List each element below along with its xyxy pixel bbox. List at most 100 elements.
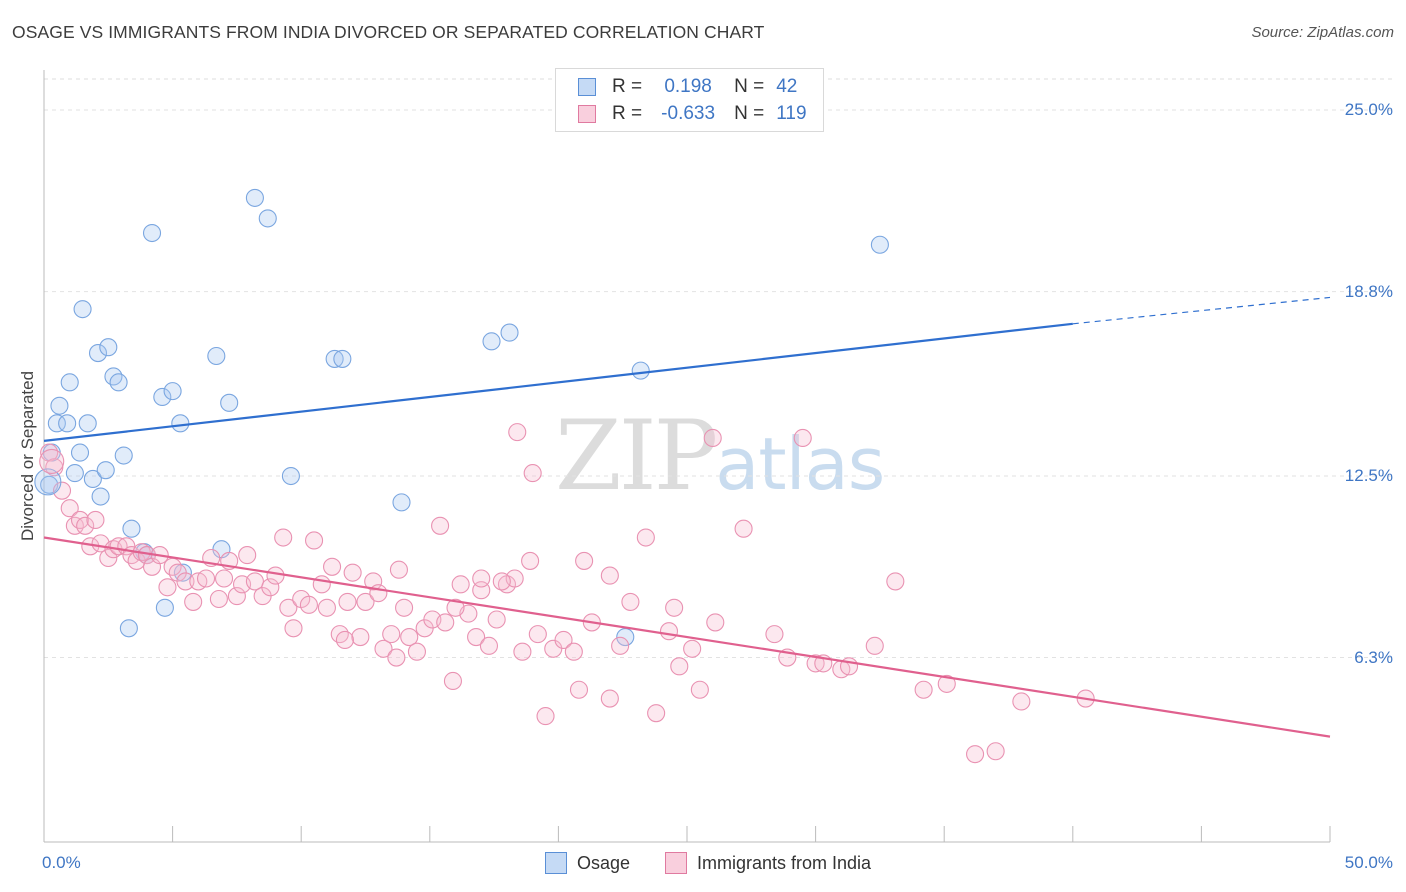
india-point [99, 548, 118, 568]
osage-point [60, 373, 79, 392]
x-tick-label-min: 0.0% [42, 853, 81, 872]
chart-title: OSAGE VS IMMIGRANTS FROM INDIA DIVORCED … [12, 22, 765, 42]
legend-swatch-india [578, 105, 596, 123]
india-point [690, 680, 709, 699]
india-point [446, 598, 465, 617]
osage-point [220, 393, 239, 412]
india-point [683, 639, 702, 658]
india-point [52, 481, 72, 500]
legend-row-osage: R = 0.198 N = 42 [578, 75, 797, 99]
osage-point [109, 373, 128, 392]
india-point [261, 578, 280, 597]
india-point [76, 516, 95, 535]
osage-point [333, 349, 352, 368]
osage-point [70, 443, 90, 462]
osage-point [325, 349, 344, 368]
india-point [274, 528, 293, 547]
osage-point [258, 209, 277, 228]
india-point [299, 595, 318, 614]
osage-point [207, 346, 226, 366]
osage-point [245, 188, 264, 207]
india-point [343, 563, 362, 582]
india-point [158, 578, 177, 597]
india-point [245, 572, 264, 591]
bottom-legend-label-osage: Osage [577, 852, 631, 873]
india-point [387, 648, 406, 667]
india-point [528, 625, 547, 644]
india-point [914, 680, 933, 699]
india-point [611, 636, 630, 655]
india-point [621, 592, 640, 611]
y-tick-label: 12.5% [1344, 466, 1393, 486]
india-point [196, 569, 216, 588]
osage-point [500, 323, 519, 342]
india-point [665, 598, 684, 617]
india-point [400, 628, 419, 647]
legend-n-value-osage: 42 [776, 76, 798, 97]
osage-point [171, 414, 190, 433]
india-point [407, 642, 426, 661]
india-point [472, 569, 491, 588]
watermark-atlas: atlas [715, 422, 885, 506]
india-point [317, 598, 336, 617]
india-point [443, 671, 462, 691]
osage-point [114, 446, 133, 465]
osage-point [122, 519, 141, 538]
bottom-legend-label-india: Immigrants from India [697, 852, 872, 873]
bottom-legend-swatch-osage [545, 852, 567, 874]
y-tick-label: 25.0% [1344, 100, 1393, 120]
india-point [266, 566, 285, 585]
bottom-legend-india: Immigrants from India [665, 852, 871, 874]
india-point [647, 704, 666, 723]
bottom-legend-swatch-india [665, 852, 687, 874]
osage-point [47, 414, 66, 433]
india-point [214, 569, 234, 588]
india-point [734, 519, 753, 538]
osage-point [96, 461, 115, 480]
india-point [238, 546, 257, 565]
osage-point [870, 235, 889, 254]
india-point [86, 510, 105, 529]
india-point [369, 584, 388, 603]
correlation-legend: R = 0.198 N = 42 R = -0.633 N = 119 [555, 68, 824, 132]
india-point [487, 610, 506, 629]
india-point [513, 642, 532, 661]
osage-point [83, 469, 102, 489]
india-point [184, 592, 203, 611]
india-point [312, 575, 331, 594]
india-point [564, 642, 583, 661]
source-label: Source: ZipAtlas.com [1251, 24, 1394, 41]
osage-point [99, 338, 118, 357]
india-point [937, 674, 956, 693]
india-point [279, 598, 298, 617]
osage-point [392, 493, 411, 512]
osage-point [73, 300, 92, 319]
india-point [284, 619, 303, 638]
india-point [65, 516, 84, 535]
india-point [176, 572, 195, 591]
india-point [706, 613, 725, 632]
india-point [70, 510, 90, 529]
india-point [765, 625, 784, 644]
india-point [508, 423, 527, 442]
india-point [575, 551, 594, 570]
osage-point [482, 332, 501, 351]
india-point [636, 528, 655, 547]
watermark-zip: ZIP [555, 400, 718, 512]
india-point [451, 575, 470, 594]
india-point [1012, 692, 1031, 711]
legend-row-india: R = -0.633 N = 119 [578, 102, 807, 126]
india-point [382, 625, 401, 644]
india-point [323, 557, 342, 576]
india-point [806, 654, 825, 673]
y-tick-label: 18.8% [1344, 281, 1393, 301]
india-point [600, 566, 619, 585]
india-point [338, 592, 357, 611]
legend-r-label: R = [612, 103, 643, 124]
legend-r-value-india: -0.633 [661, 103, 716, 124]
india-point [536, 707, 555, 726]
india-point [670, 657, 689, 676]
y-tick-label: 6.3% [1354, 647, 1393, 667]
india-point [335, 630, 354, 650]
